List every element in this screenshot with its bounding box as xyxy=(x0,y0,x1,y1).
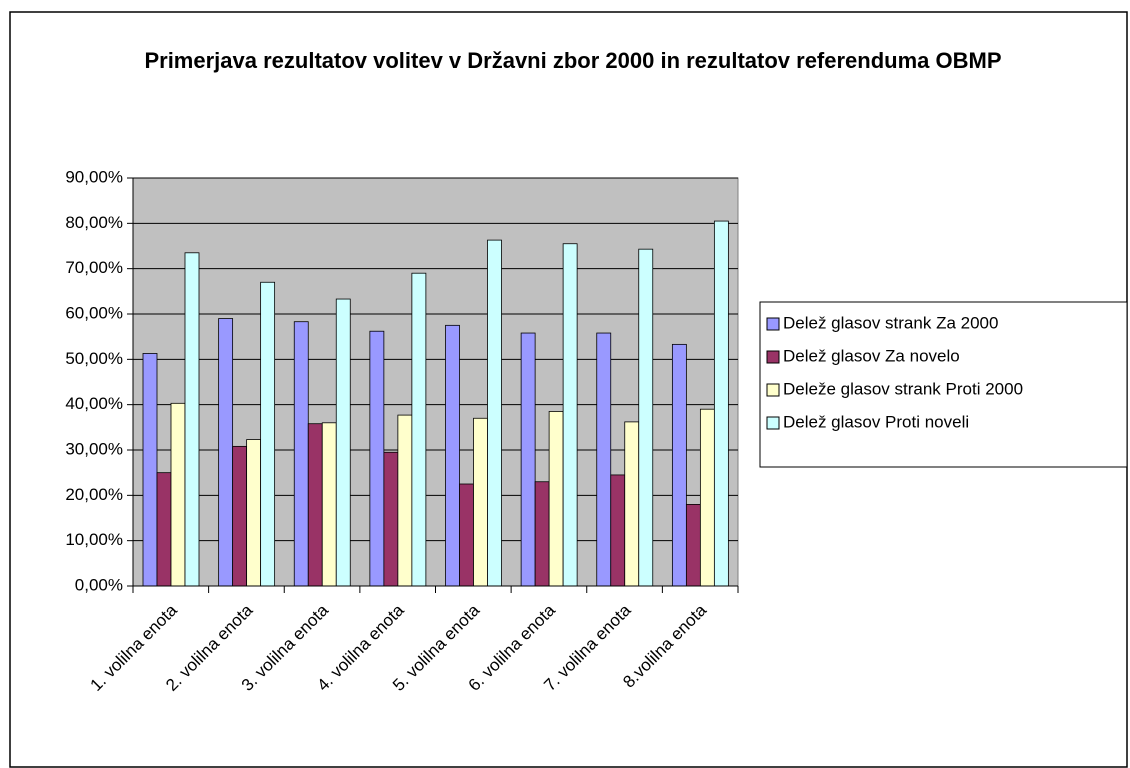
bar xyxy=(473,417,488,587)
bar xyxy=(293,321,309,587)
bar xyxy=(156,472,172,587)
bar xyxy=(685,503,701,587)
y-tick-label: 20,00% xyxy=(65,485,123,504)
bar xyxy=(487,239,502,587)
bar xyxy=(170,402,186,587)
bar xyxy=(534,481,550,587)
bar xyxy=(246,439,262,587)
bar xyxy=(397,414,413,587)
legend-label: Delež glasov Proti noveli xyxy=(783,412,969,431)
bar xyxy=(142,353,158,587)
legend-swatch xyxy=(766,350,780,364)
y-tick-label: 90,00% xyxy=(65,167,123,186)
bar xyxy=(562,243,578,587)
bar xyxy=(596,332,612,587)
bar xyxy=(624,421,640,587)
bar xyxy=(548,411,564,587)
bar xyxy=(445,324,460,587)
bar xyxy=(713,220,729,587)
y-tick-label: 80,00% xyxy=(65,213,123,232)
y-tick-label: 30,00% xyxy=(65,439,123,458)
bar xyxy=(520,332,536,587)
y-tick-label: 40,00% xyxy=(65,394,123,413)
chart-title: Primerjava rezultatov volitev v Državni … xyxy=(144,48,1002,73)
y-tick-label: 10,00% xyxy=(65,530,123,549)
bar xyxy=(459,483,474,587)
y-tick-label: 50,00% xyxy=(65,349,123,368)
y-tick-label: 60,00% xyxy=(65,303,123,322)
legend-label: Delež glasov strank Za 2000 xyxy=(783,313,998,332)
legend-label: Deleže glasov strank Proti 2000 xyxy=(783,379,1023,398)
bar xyxy=(335,298,351,587)
bar xyxy=(369,330,385,587)
bar xyxy=(411,272,427,587)
bar xyxy=(218,318,234,587)
legend-swatch xyxy=(766,416,780,430)
bar xyxy=(321,422,337,587)
bar xyxy=(699,408,715,587)
bar xyxy=(307,423,323,587)
y-tick-label: 70,00% xyxy=(65,258,123,277)
bar xyxy=(671,343,687,587)
bar xyxy=(260,281,276,587)
y-tick-label: 0,00% xyxy=(75,575,123,594)
bar xyxy=(232,445,248,587)
legend-label: Delež glasov Za novelo xyxy=(783,346,960,365)
legend-box xyxy=(759,301,1128,468)
bar xyxy=(610,474,626,587)
bar xyxy=(383,451,399,587)
legend-swatch xyxy=(766,383,780,397)
bar xyxy=(184,252,200,587)
bar xyxy=(638,248,654,587)
legend-swatch xyxy=(766,317,780,331)
